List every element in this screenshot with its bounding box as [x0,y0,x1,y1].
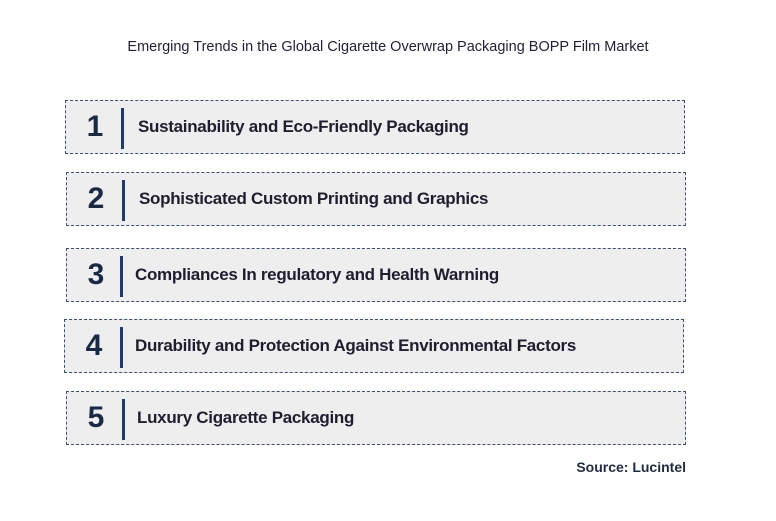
trend-number: 2 [87,182,105,215]
trend-divider [122,180,125,221]
trend-label: Compliances In regulatory and Health War… [135,265,500,284]
trend-divider [121,108,124,149]
trend-number: 4 [85,329,103,362]
source-note: Source: Lucintel [576,459,686,475]
trend-label: Luxury Cigarette Packaging [137,408,355,427]
trend-label: Durability and Protection Against Enviro… [135,336,576,355]
trend-number: 1 [86,110,104,143]
trend-item-4: 4 Durability and Protection Against Envi… [64,319,684,373]
diagram-title: Emerging Trends in the Global Cigarette … [127,39,649,55]
trend-item-5: 5 Luxury Cigarette Packaging [66,391,686,445]
trend-number: 3 [87,258,105,291]
trend-item-1: 1 Sustainability and Eco-Friendly Packag… [65,100,685,154]
trend-label: Sustainability and Eco-Friendly Packagin… [138,117,469,136]
trend-item-3: 3 Compliances In regulatory and Health W… [66,248,686,302]
trend-divider [120,327,123,368]
trend-divider [122,399,125,440]
trend-number: 5 [87,401,105,434]
trend-label: Sophisticated Custom Printing and Graphi… [139,189,489,208]
trend-divider [120,256,123,297]
trend-item-2: 2 Sophisticated Custom Printing and Grap… [66,172,686,226]
